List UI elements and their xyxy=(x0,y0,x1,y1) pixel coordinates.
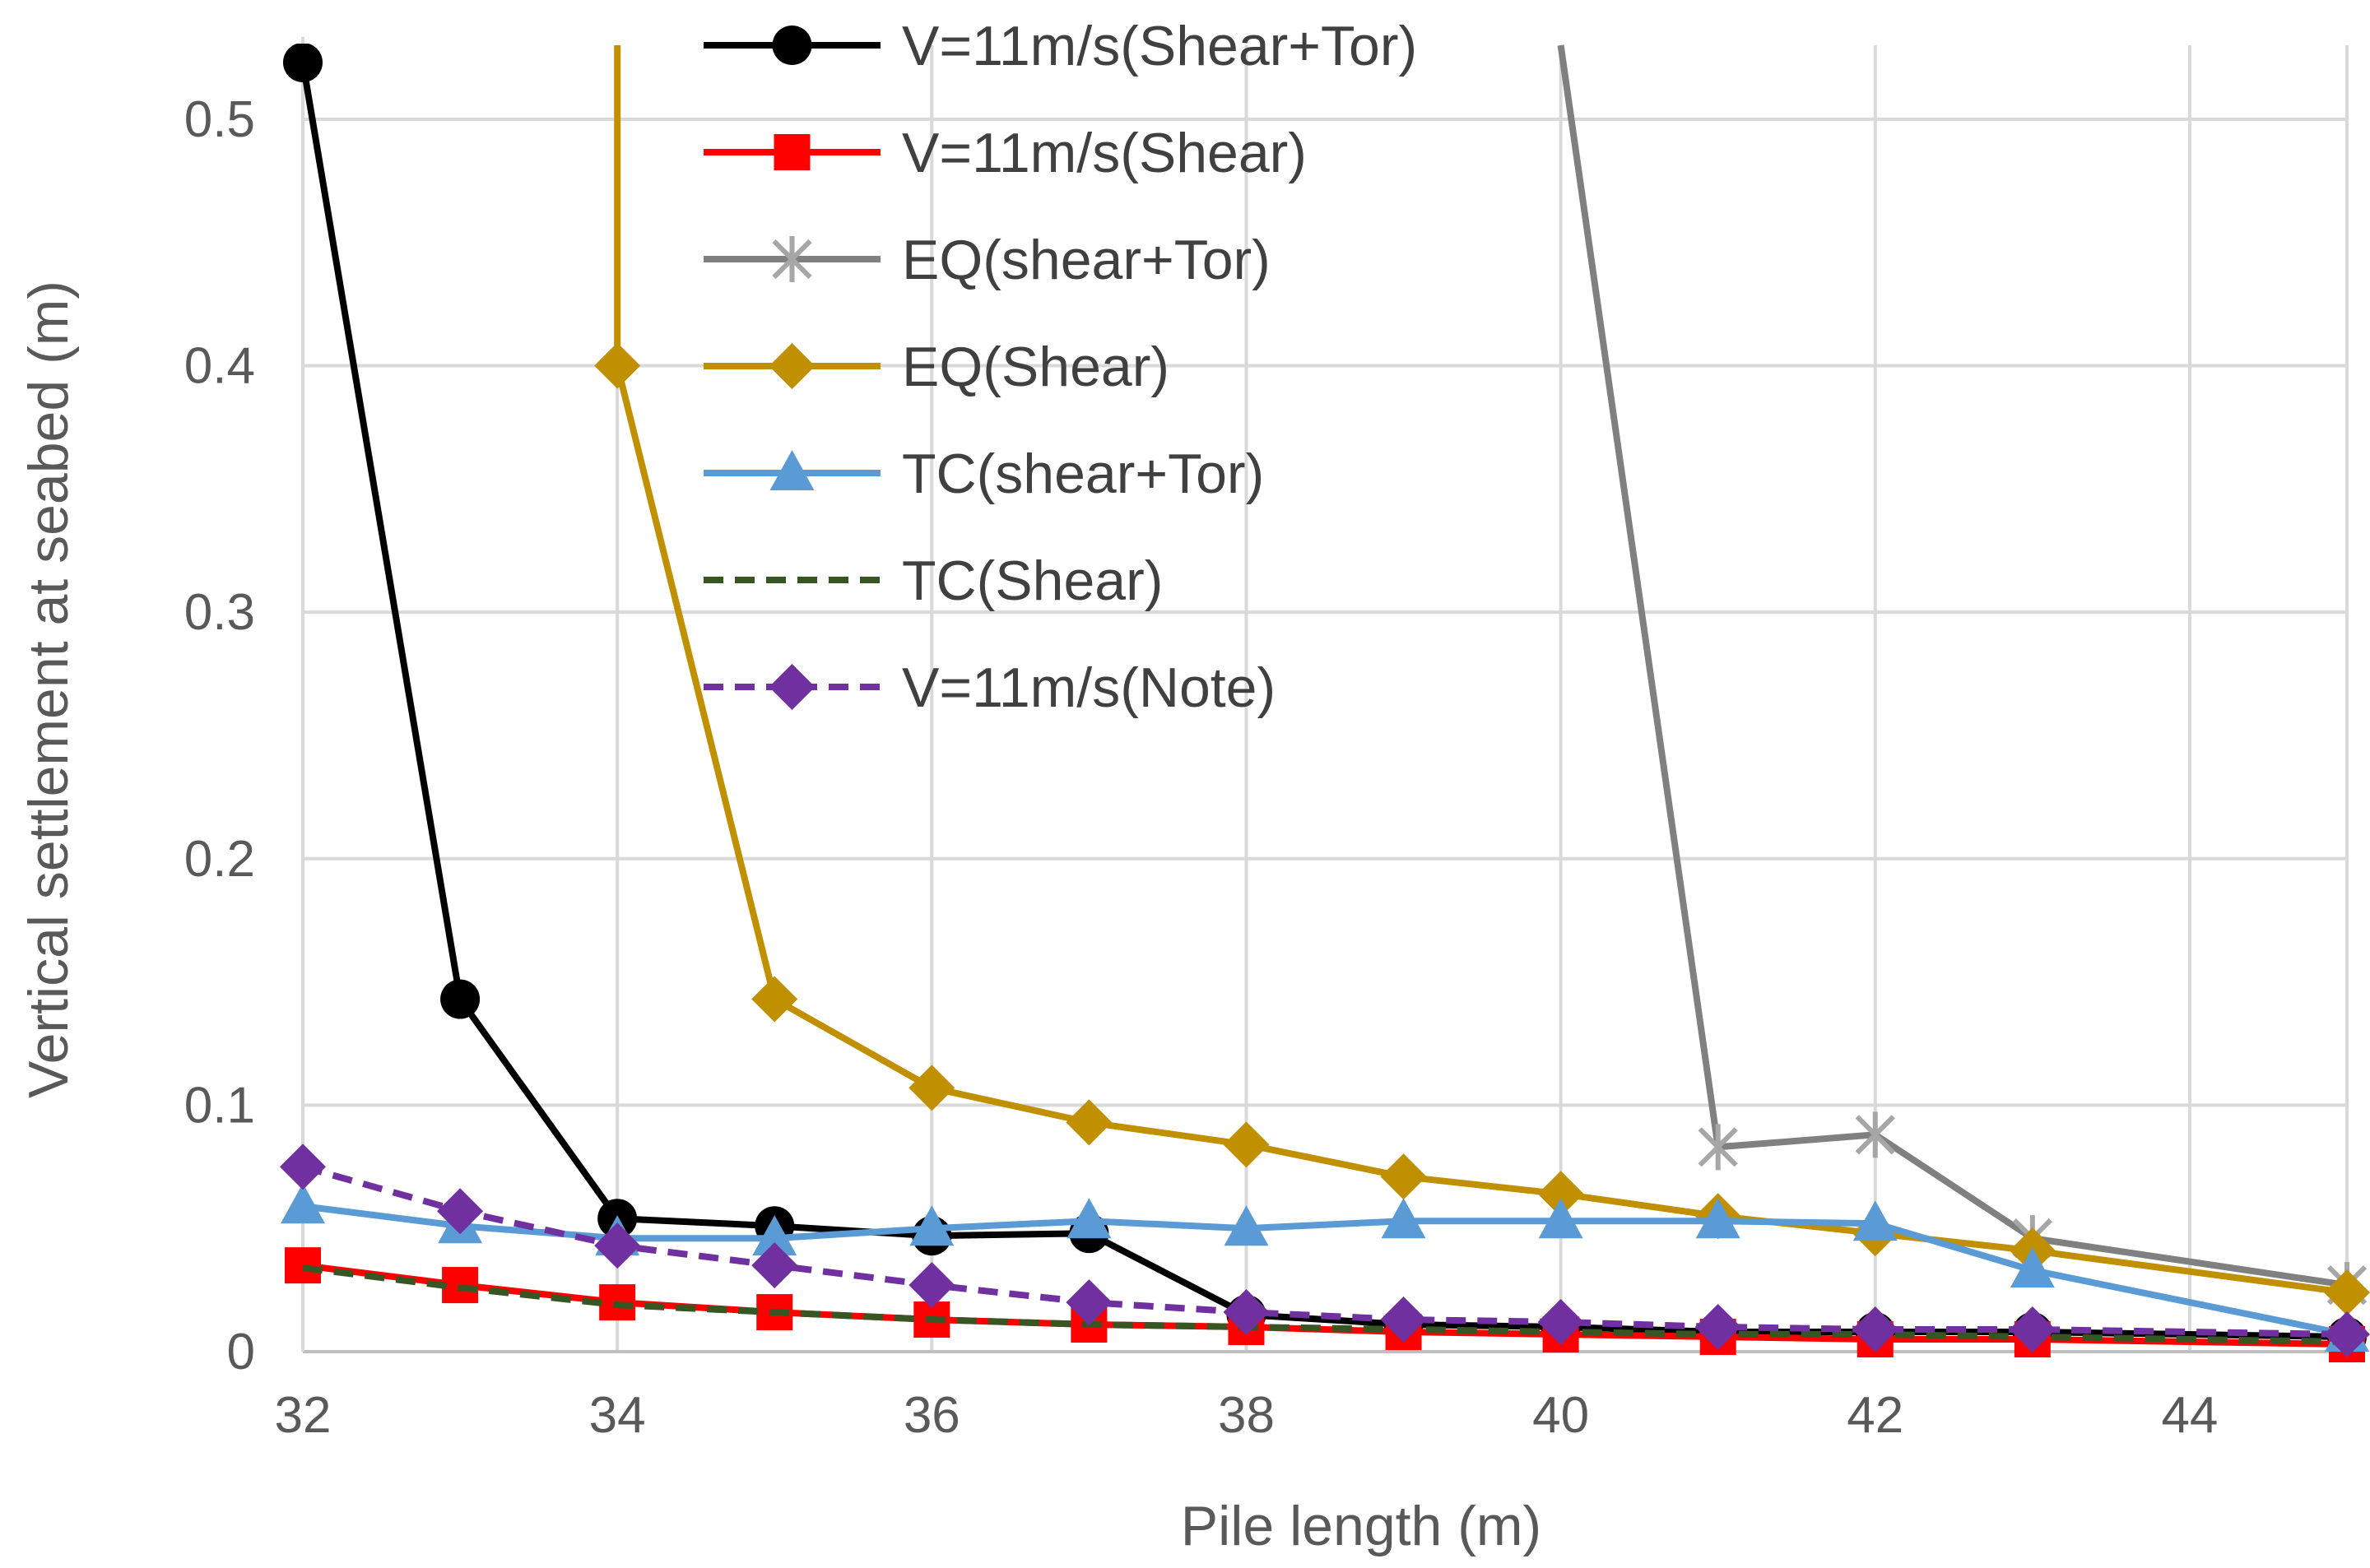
legend-entry: V=11m/s(Shear) xyxy=(704,122,1307,184)
legend-label: V=11m/s(Shear) xyxy=(902,122,1307,184)
data-point xyxy=(908,1065,955,1111)
data-point xyxy=(1695,1198,1740,1239)
legend-label: EQ(shear+Tor) xyxy=(902,229,1271,291)
x-tick-label: 34 xyxy=(589,1387,646,1444)
legend-label: TC(Shear) xyxy=(902,550,1163,612)
legend-entry: TC(shear+Tor) xyxy=(704,443,1264,505)
x-tick-label: 40 xyxy=(1532,1387,1589,1444)
data-point xyxy=(440,979,481,1019)
data-point xyxy=(594,1222,641,1269)
data-point xyxy=(1698,1124,1738,1171)
legend-label: EQ(Shear) xyxy=(902,336,1169,398)
legend-entry: V=11m/s(Note) xyxy=(704,656,1276,719)
data-point xyxy=(280,1144,326,1190)
legend-entry: V=11m/s(Shear+Tor) xyxy=(704,15,1417,77)
data-point xyxy=(2010,1247,2055,1288)
series-line xyxy=(614,45,2348,1297)
data-point xyxy=(2324,1311,2370,1358)
legend-label: V=11m/s(Note) xyxy=(902,656,1276,719)
y-axis-title: Vertical settlement at seabed (m) xyxy=(17,281,80,1098)
legend: V=11m/s(Shear+Tor) V=11m/s(Shear) EQ(shear… xyxy=(704,15,1417,719)
legend-marker xyxy=(774,134,811,170)
x-tick-label: 44 xyxy=(2161,1387,2218,1444)
data-point xyxy=(1538,1198,1583,1239)
data-point xyxy=(1066,1279,1113,1326)
legend-marker xyxy=(769,664,816,710)
legend-marker xyxy=(772,236,812,282)
data-point xyxy=(285,1247,321,1284)
data-point xyxy=(752,1215,797,1256)
data-point xyxy=(283,44,323,82)
y-tick-label: 0.2 xyxy=(184,831,255,888)
data-point xyxy=(1852,1306,1898,1353)
legend-marker xyxy=(769,450,815,490)
tick-labels: 32 34 36 38 40 42 44 0 0.1 0.2 0.3 0.4 0.5 xyxy=(184,91,2219,1444)
data-point xyxy=(1852,1200,1898,1241)
data-point xyxy=(751,976,798,1023)
x-tick-label: 42 xyxy=(1847,1387,1903,1444)
gridlines xyxy=(303,45,2349,1352)
legend-label: TC(shear+Tor) xyxy=(902,443,1264,505)
data-point xyxy=(1223,1289,1270,1336)
data-point xyxy=(909,1205,955,1246)
x-tick-label: 38 xyxy=(1218,1387,1275,1444)
data-point xyxy=(1380,1297,1427,1343)
series-6 xyxy=(280,1144,2370,1358)
data-point xyxy=(1694,1304,1741,1351)
data-point xyxy=(908,1262,955,1309)
plot-area xyxy=(280,44,2370,1363)
data-point xyxy=(751,1242,798,1289)
y-tick-label: 0.4 xyxy=(184,338,255,395)
data-point xyxy=(2009,1306,2056,1353)
data-point xyxy=(1224,1205,1269,1246)
legend-entry: EQ(Shear) xyxy=(704,336,1169,398)
x-tick-label: 32 xyxy=(275,1387,332,1444)
x-tick-label: 36 xyxy=(904,1387,960,1444)
x-axis-title: Pile length (m) xyxy=(1181,1495,1541,1557)
legend-entry: TC(Shear) xyxy=(704,550,1163,612)
legend-marker xyxy=(769,343,816,389)
data-point xyxy=(1380,1153,1427,1200)
data-point xyxy=(1537,1171,1584,1218)
data-point xyxy=(1537,1299,1584,1346)
legend-marker xyxy=(772,26,812,65)
axes xyxy=(301,37,2347,1353)
y-tick-label: 0.3 xyxy=(184,584,255,641)
data-point xyxy=(594,342,641,389)
legend-label: V=11m/s(Shear+Tor) xyxy=(902,15,1417,77)
data-point xyxy=(1855,1111,1895,1158)
data-point xyxy=(437,1188,484,1235)
data-point xyxy=(1066,1099,1113,1146)
data-point xyxy=(1381,1198,1426,1239)
legend-entry: EQ(shear+Tor) xyxy=(704,229,1271,291)
data-point xyxy=(1223,1121,1270,1168)
y-tick-label: 0 xyxy=(227,1324,255,1380)
y-tick-label: 0.1 xyxy=(184,1077,255,1134)
data-point xyxy=(281,1183,325,1224)
data-point xyxy=(1066,1198,1112,1239)
y-tick-label: 0.5 xyxy=(184,91,255,148)
data-point xyxy=(2324,1269,2370,1316)
